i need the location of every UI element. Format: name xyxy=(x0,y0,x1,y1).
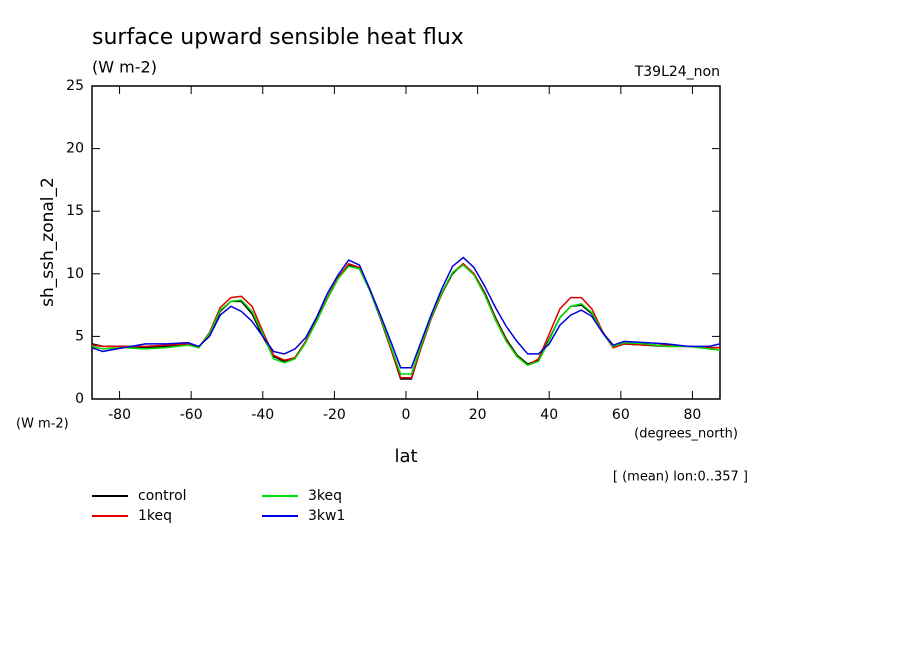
x-tick-label: 60 xyxy=(612,407,630,423)
chart-title: surface upward sensible heat flux xyxy=(92,25,464,50)
series-line xyxy=(91,256,721,369)
series-line xyxy=(91,262,720,380)
y-tick-label: 10 xyxy=(66,266,84,282)
legend-label: control xyxy=(138,488,187,504)
x-tick-label: -60 xyxy=(180,407,203,423)
x-tick-label: -40 xyxy=(251,407,274,423)
y-tick-label: 0 xyxy=(75,391,84,407)
y-tick-label: 15 xyxy=(66,203,84,219)
series-line xyxy=(91,262,720,379)
run-label: T39L24_non xyxy=(634,64,720,80)
y-tick-label: 5 xyxy=(75,328,84,344)
plot-frame xyxy=(91,85,721,400)
series-line xyxy=(91,264,721,375)
x-tick-label: 20 xyxy=(469,407,487,423)
x-tick-label: 80 xyxy=(684,407,702,423)
x-units: (degrees_north) xyxy=(634,427,738,442)
legend-label: 1keq xyxy=(138,508,172,524)
footnote: [ (mean) lon:0..357 ] xyxy=(613,470,748,485)
subtitle: (W m-2) xyxy=(92,58,157,77)
x-axis-label: lat xyxy=(394,446,417,467)
y-units: (W m-2) xyxy=(16,417,69,432)
legend-label: 3kw1 xyxy=(308,508,345,524)
x-tick-label: -80 xyxy=(108,407,131,423)
y-axis-label: sh_ssh_zonal_2 xyxy=(38,177,58,307)
x-tick-label: 40 xyxy=(540,407,558,423)
y-tick-label: 20 xyxy=(66,141,84,157)
y-tick-label: 25 xyxy=(66,78,84,94)
x-tick-label: -20 xyxy=(323,407,346,423)
x-tick-label: 0 xyxy=(402,407,411,423)
legend-label: 3keq xyxy=(308,488,342,504)
